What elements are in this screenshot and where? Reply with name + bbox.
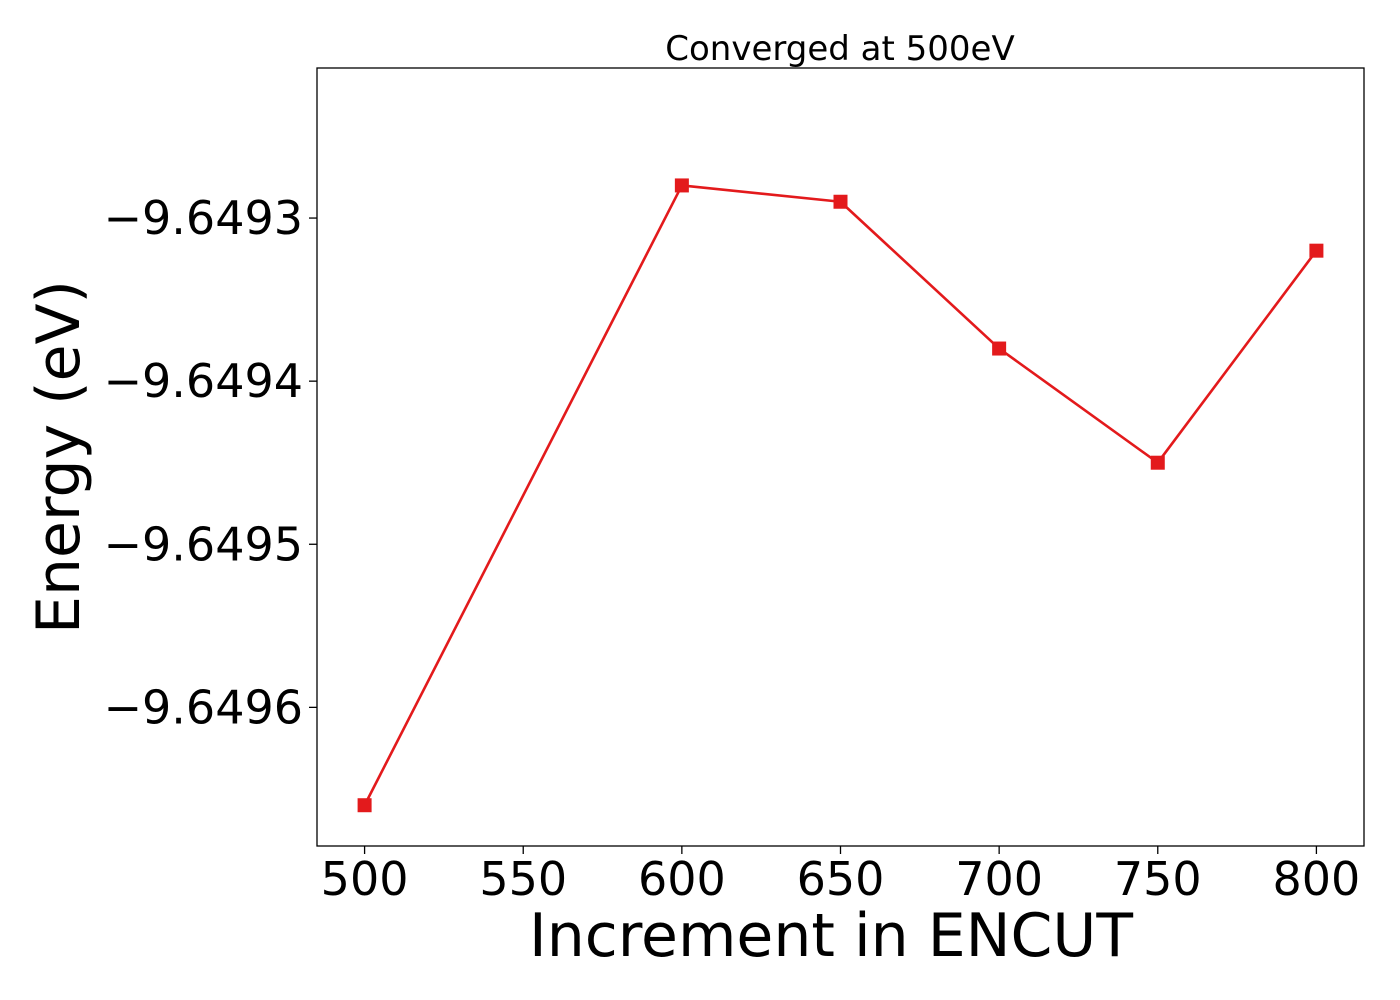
x-axis-title: Increment in ENCUT (529, 901, 1133, 971)
plot-area-frame (316, 67, 1365, 847)
x-tick-label: 500 (321, 852, 409, 906)
y-axis-ticks: −9.6493 −9.6494 −9.6495 −9.6496 (104, 191, 317, 734)
x-tick-label: 700 (955, 852, 1043, 906)
x-axis-ticks: 500 550 600 650 700 750 800 (321, 846, 1361, 906)
data-point-marker (833, 194, 848, 209)
x-tick-label: 650 (797, 852, 885, 906)
x-tick-label: 800 (1273, 852, 1361, 906)
chart-title: Converged at 500eV (665, 29, 1014, 69)
y-axis-title: Energy (eV) (24, 280, 94, 634)
y-tick-label: −9.6494 (104, 354, 304, 408)
y-tick-label: −9.6493 (104, 191, 304, 245)
data-point-marker (1309, 243, 1324, 258)
data-point-marker (357, 798, 372, 813)
y-tick-label: −9.6495 (104, 517, 304, 571)
series-layer (357, 178, 1324, 813)
data-point-marker (992, 341, 1007, 356)
data-point-marker (1150, 455, 1165, 470)
data-point-marker (674, 178, 689, 193)
x-tick-label: 750 (1114, 852, 1202, 906)
y-tick-label: −9.6496 (104, 680, 304, 734)
series-line (363, 184, 1318, 806)
x-tick-label: 550 (479, 852, 567, 906)
x-tick-label: 600 (638, 852, 726, 906)
